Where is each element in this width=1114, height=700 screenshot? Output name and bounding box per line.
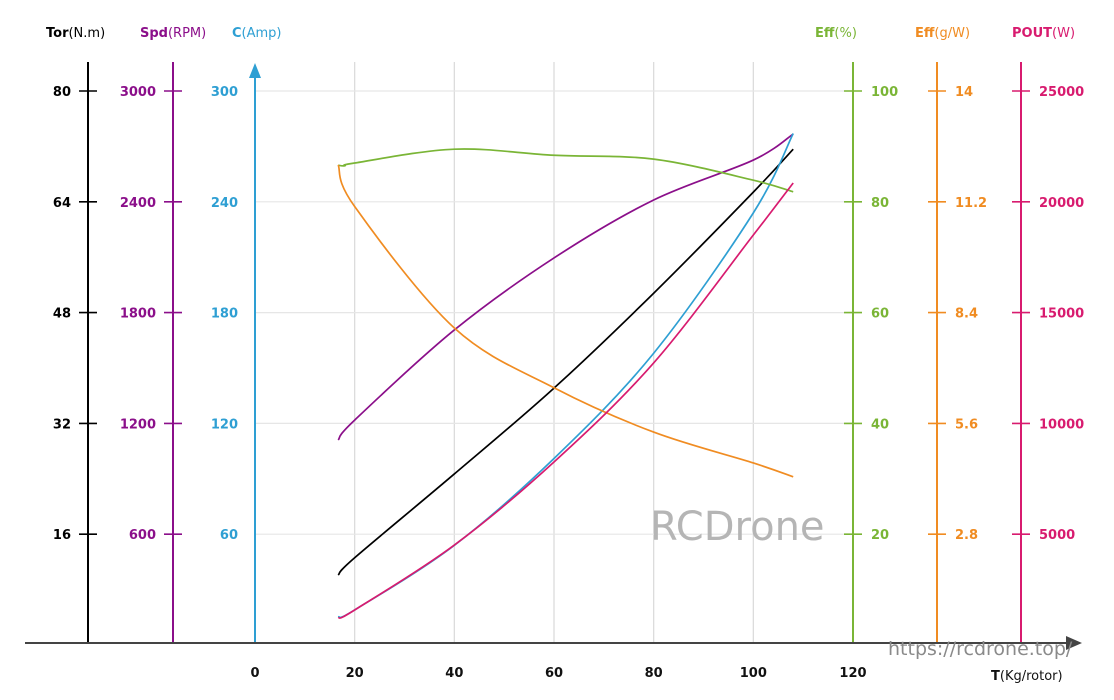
series-line-effg: [337, 164, 794, 478]
tor-axis-title-unit: (N.m): [68, 26, 105, 41]
effg-axis-title-name: Eff: [915, 26, 935, 41]
tor-tick-label: 16: [53, 528, 71, 543]
x-axis-title-name: T: [991, 669, 1000, 684]
tor-tick-label: 32: [53, 417, 71, 432]
x-tick-label: 40: [445, 666, 463, 681]
series-line-spd: [337, 133, 794, 441]
effg-axis-title: Eff(g/W): [915, 26, 970, 41]
series-line-pout: [337, 182, 794, 619]
pout-tick-label: 5000: [1039, 528, 1075, 543]
pout-axis-title-name: POUT: [1012, 26, 1052, 41]
spd-tick-label: 600: [129, 528, 156, 543]
spd-tick-label: 2400: [120, 196, 156, 211]
x-tick-label: 120: [839, 666, 866, 681]
c-tick-label: 300: [211, 85, 238, 100]
effg-tick-label: 14: [955, 85, 973, 100]
x-tick-label: 60: [545, 666, 563, 681]
c-tick-label: 60: [220, 528, 238, 543]
spd-tick-label: 3000: [120, 85, 156, 100]
watermark-url: https://rcdrone.top/: [888, 638, 1073, 660]
current-axis-arrow-icon: [249, 63, 261, 78]
effg-tick-label: 5.6: [955, 417, 978, 432]
effp-axis-title: Eff(%): [815, 26, 857, 41]
tor-tick-label: 48: [53, 307, 71, 322]
spd-axis-title-name: Spd: [140, 26, 168, 41]
effp-tick-label: 20: [871, 528, 889, 543]
effp-tick-label: 60: [871, 307, 889, 322]
spd-axis-title-unit: (RPM): [168, 26, 206, 41]
pout-tick-label: 15000: [1039, 307, 1084, 322]
x-axis-title: T(Kg/rotor): [991, 669, 1063, 684]
series-line-effp: [338, 148, 794, 193]
c-tick-label: 240: [211, 196, 238, 211]
pout-tick-label: 10000: [1039, 417, 1084, 432]
x-axis-arrow-icon: [1066, 636, 1082, 650]
c-tick-label: 180: [211, 307, 238, 322]
x-tick-label: 0: [250, 666, 259, 681]
effg-tick-label: 8.4: [955, 307, 978, 322]
spd-axis-title: Spd(RPM): [140, 26, 206, 41]
x-tick-label: 100: [740, 666, 767, 681]
x-tick-label: 80: [645, 666, 663, 681]
c-axis-title: C(Amp): [232, 26, 282, 41]
effp-tick-label: 40: [871, 417, 889, 432]
pout-tick-label: 25000: [1039, 85, 1084, 100]
effg-tick-label: 11.2: [955, 196, 987, 211]
tor-axis-title: Tor(N.m): [46, 26, 105, 41]
pout-axis-title: POUT(W): [1012, 26, 1075, 41]
effp-axis-title-name: Eff: [815, 26, 835, 41]
effp-axis-title-unit: (%): [834, 26, 857, 41]
c-axis-title-unit: (Amp): [242, 26, 282, 41]
pout-axis-title-unit: (W): [1052, 26, 1075, 41]
spd-tick-label: 1200: [120, 417, 156, 432]
effp-tick-label: 100: [871, 85, 898, 100]
c-tick-label: 120: [211, 417, 238, 432]
tor-tick-label: 80: [53, 85, 71, 100]
effp-tick-label: 80: [871, 196, 889, 211]
effg-axis-title-unit: (g/W): [934, 26, 970, 41]
tor-tick-label: 64: [53, 196, 71, 211]
c-axis-title-name: C: [232, 26, 242, 41]
x-tick-label: 20: [346, 666, 364, 681]
tor-axis-title-name: Tor: [46, 26, 69, 41]
watermark-logo: RCDrone: [650, 504, 825, 550]
pout-tick-label: 20000: [1039, 196, 1084, 211]
x-axis-title-unit: (Kg/rotor): [1000, 669, 1063, 684]
effg-tick-label: 2.8: [955, 528, 978, 543]
spd-tick-label: 1800: [120, 307, 156, 322]
